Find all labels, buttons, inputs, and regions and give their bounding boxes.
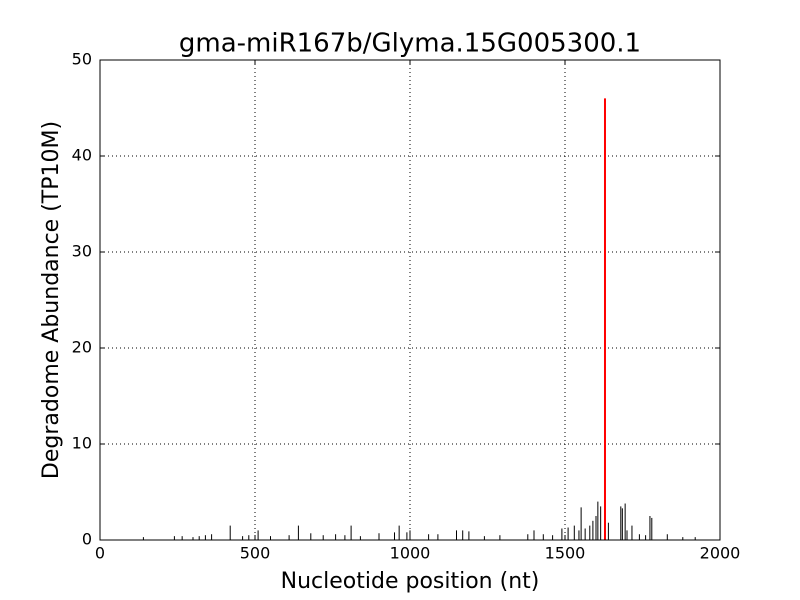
x-tick-label: 1000 [390, 544, 431, 563]
plot-frame [99, 59, 721, 541]
y-tick-label: 10 [72, 434, 92, 453]
y-tick-label: 30 [72, 242, 92, 261]
x-axis-label: Nucleotide position (nt) [281, 569, 540, 594]
x-tick-label: 500 [240, 544, 271, 563]
x-tick-label: 1500 [545, 544, 586, 563]
y-tick-label: 0 [82, 530, 92, 549]
y-tick-label: 50 [72, 50, 92, 69]
chart-title: gma-miR167b/Glyma.15G005300.1 [179, 29, 641, 59]
y-tick-label: 20 [72, 338, 92, 357]
y-tick-label: 40 [72, 146, 92, 165]
x-tick-label: 0 [95, 544, 105, 563]
x-tick-label: 2000 [700, 544, 741, 563]
y-axis-label: Degradome Abundance (TP10M) [39, 121, 64, 479]
